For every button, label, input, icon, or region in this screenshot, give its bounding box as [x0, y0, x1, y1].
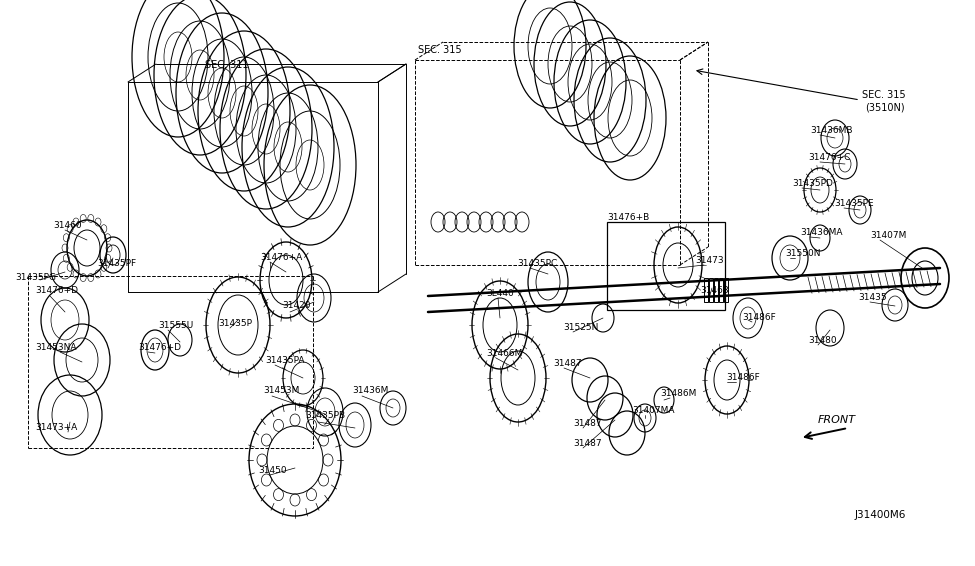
Text: 31473: 31473 — [695, 256, 723, 265]
Text: 31435PE: 31435PE — [834, 199, 874, 208]
Text: 31435PF: 31435PF — [97, 259, 136, 268]
Text: 31486F: 31486F — [726, 373, 760, 382]
Text: 31476+D: 31476+D — [138, 343, 181, 352]
Text: 31453M: 31453M — [263, 386, 299, 395]
Text: J31400M6: J31400M6 — [855, 510, 907, 520]
Text: 31525N: 31525N — [563, 323, 599, 332]
Text: 31435P: 31435P — [218, 319, 252, 328]
Text: 31435PA: 31435PA — [265, 356, 304, 365]
Bar — [724, 278, 728, 302]
Bar — [714, 278, 718, 302]
Bar — [607, 222, 725, 310]
Text: SEC. 315: SEC. 315 — [862, 90, 906, 100]
Text: 31487: 31487 — [553, 359, 582, 368]
Text: SEC. 315: SEC. 315 — [418, 45, 461, 55]
Text: 31555U: 31555U — [158, 321, 193, 330]
Text: 31468: 31468 — [700, 286, 728, 295]
Bar — [704, 278, 708, 302]
Text: 31476+A: 31476+A — [260, 253, 302, 262]
Text: 3L440: 3L440 — [486, 289, 514, 298]
Text: 31476+D: 31476+D — [35, 286, 78, 295]
Text: 31466M: 31466M — [486, 349, 523, 358]
Text: 31453NA: 31453NA — [35, 343, 76, 352]
Text: 31476+B: 31476+B — [607, 213, 649, 222]
Text: 31473+A: 31473+A — [35, 423, 77, 432]
Text: 31436M: 31436M — [352, 386, 388, 395]
Text: 31436MB: 31436MB — [810, 126, 852, 135]
Text: 31435PG: 31435PG — [15, 273, 56, 282]
Text: 31435PB: 31435PB — [305, 411, 345, 420]
Text: FRONT: FRONT — [818, 415, 856, 425]
Text: 31436MA: 31436MA — [800, 228, 842, 237]
Text: 31435: 31435 — [858, 293, 886, 302]
Text: 31435PD: 31435PD — [792, 179, 833, 188]
Text: 31435PC: 31435PC — [517, 259, 558, 268]
Text: 31420: 31420 — [282, 301, 310, 310]
Text: 31476+C: 31476+C — [808, 153, 850, 162]
Bar — [719, 278, 723, 302]
Text: 31407MA: 31407MA — [632, 406, 675, 415]
Text: (3510N): (3510N) — [865, 103, 905, 113]
Text: 31480: 31480 — [808, 336, 837, 345]
Text: 31460: 31460 — [53, 221, 82, 230]
Text: SEC. 311: SEC. 311 — [205, 60, 249, 70]
Text: 31550N: 31550N — [785, 249, 821, 258]
Text: 31487: 31487 — [573, 439, 602, 448]
Bar — [709, 278, 713, 302]
Text: 31487: 31487 — [573, 419, 602, 428]
Text: 31407M: 31407M — [870, 231, 907, 240]
Text: 31450: 31450 — [258, 466, 287, 475]
Text: 31486M: 31486M — [660, 389, 696, 398]
Text: 31486F: 31486F — [742, 313, 776, 322]
